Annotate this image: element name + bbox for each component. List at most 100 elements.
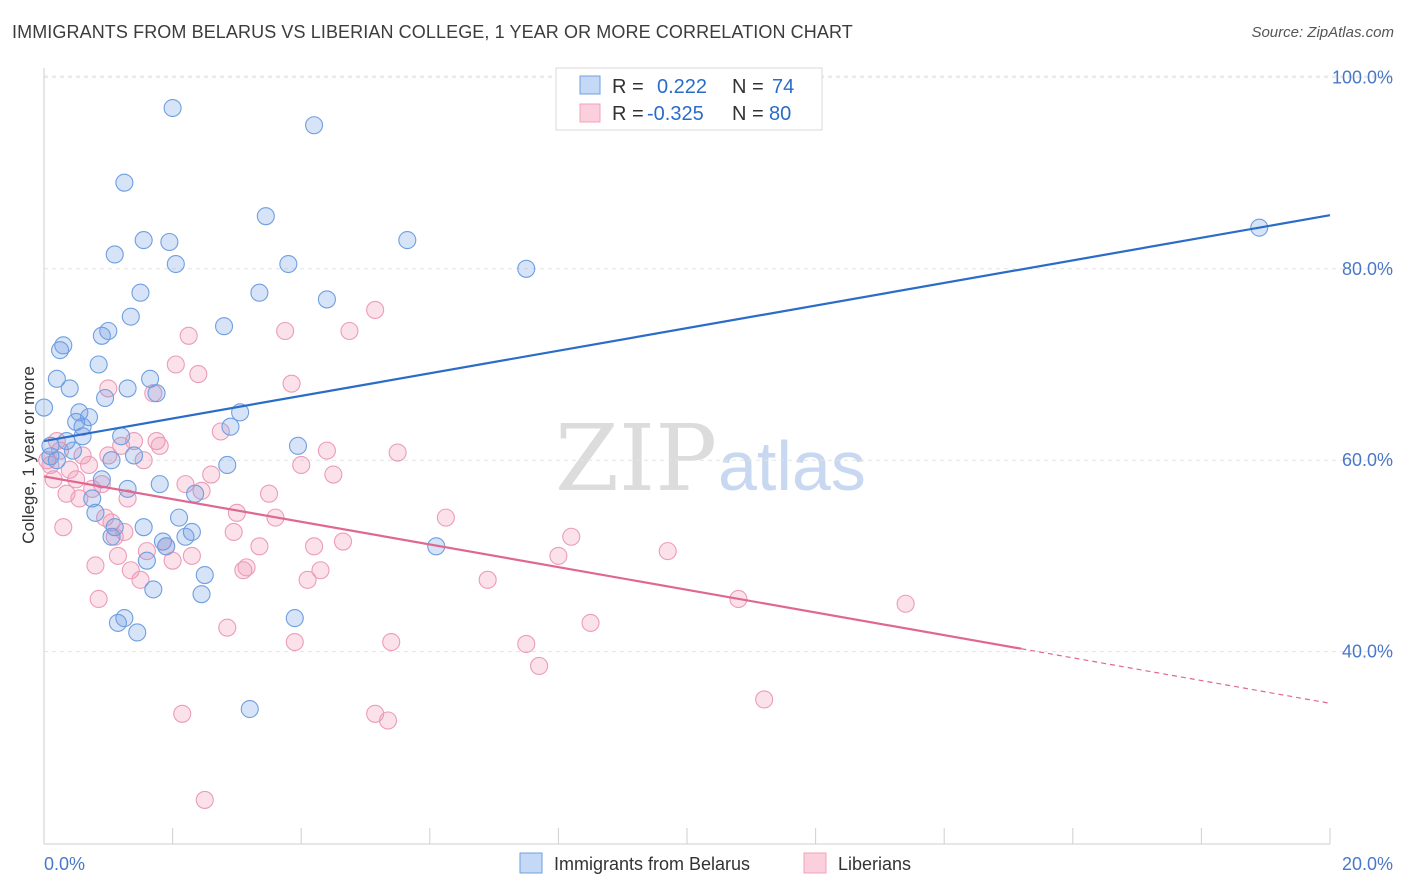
point-belarus bbox=[166, 254, 185, 274]
series-belarus-points bbox=[34, 98, 1269, 719]
point-belarus bbox=[60, 379, 79, 398]
point-liberians bbox=[60, 460, 79, 479]
point-liberians bbox=[227, 503, 246, 522]
point-liberians bbox=[896, 594, 915, 613]
point-belarus bbox=[144, 580, 163, 599]
point-belarus bbox=[256, 207, 275, 226]
legend-label-belarus: Immigrants from Belarus bbox=[554, 854, 750, 874]
trendlines bbox=[43, 214, 1331, 704]
point-liberians bbox=[478, 570, 497, 589]
point-liberians bbox=[333, 532, 353, 551]
y-tick-labels: 40.0% 60.0% 80.0% 100.0% bbox=[1332, 67, 1393, 661]
point-belarus bbox=[99, 321, 118, 341]
point-liberians bbox=[298, 570, 317, 589]
point-liberians bbox=[285, 632, 304, 652]
point-belarus bbox=[105, 245, 124, 264]
point-belarus bbox=[157, 537, 176, 556]
point-liberians bbox=[173, 704, 192, 723]
watermark-zip: ZIP bbox=[555, 405, 717, 512]
point-belarus bbox=[250, 283, 269, 302]
point-belarus bbox=[118, 379, 137, 398]
point-belarus bbox=[517, 259, 536, 278]
point-liberians bbox=[86, 556, 105, 575]
point-belarus bbox=[105, 518, 124, 537]
point-belarus bbox=[63, 441, 82, 460]
y-tick-label: 80.0% bbox=[1342, 259, 1393, 279]
point-liberians bbox=[517, 634, 536, 653]
point-belarus bbox=[186, 484, 205, 503]
point-belarus bbox=[115, 173, 134, 192]
axes bbox=[43, 68, 1331, 845]
source-credit: Source: ZipAtlas.com bbox=[1251, 24, 1394, 41]
point-belarus bbox=[34, 398, 54, 417]
point-belarus bbox=[131, 283, 150, 302]
trendline-liberians-extension bbox=[1021, 648, 1331, 704]
stats-n-value-belarus: 74 bbox=[772, 76, 794, 98]
point-liberians bbox=[292, 455, 311, 475]
point-liberians bbox=[179, 326, 198, 345]
point-belarus bbox=[214, 317, 234, 336]
point-liberians bbox=[388, 443, 407, 462]
point-liberians bbox=[54, 518, 73, 537]
point-liberians bbox=[366, 300, 385, 320]
point-liberians bbox=[237, 558, 256, 577]
point-belarus bbox=[195, 565, 214, 585]
series-liberians-points bbox=[38, 300, 915, 809]
point-liberians bbox=[755, 690, 774, 709]
point-belarus bbox=[128, 623, 147, 642]
y-tick-label: 100.0% bbox=[1332, 67, 1393, 87]
trendline-belarus bbox=[43, 214, 1331, 443]
point-belarus bbox=[121, 307, 140, 326]
point-liberians bbox=[131, 570, 150, 589]
point-belarus bbox=[83, 489, 102, 508]
point-belarus bbox=[305, 116, 324, 135]
point-liberians bbox=[150, 436, 169, 455]
point-belarus bbox=[182, 522, 201, 542]
point-liberians bbox=[234, 561, 253, 580]
point-belarus bbox=[102, 527, 121, 546]
point-liberians bbox=[324, 465, 343, 484]
point-belarus bbox=[240, 699, 259, 719]
point-liberians bbox=[378, 711, 398, 730]
point-liberians bbox=[311, 561, 330, 580]
point-liberians bbox=[70, 489, 89, 508]
point-belarus bbox=[279, 254, 298, 274]
point-liberians bbox=[99, 446, 118, 465]
point-liberians bbox=[224, 522, 243, 542]
y-tick-label: 60.0% bbox=[1342, 450, 1393, 470]
point-liberians bbox=[189, 365, 208, 384]
point-belarus bbox=[118, 479, 137, 498]
legend-swatch-liberians bbox=[803, 852, 827, 874]
point-liberians bbox=[259, 484, 279, 503]
y-axis-label: College, 1 year or more bbox=[19, 366, 38, 544]
point-liberians bbox=[202, 465, 221, 484]
point-belarus bbox=[112, 427, 131, 446]
point-liberians bbox=[79, 455, 99, 475]
point-belarus bbox=[86, 503, 105, 522]
point-liberians bbox=[195, 790, 214, 809]
point-belarus bbox=[192, 585, 211, 604]
point-liberians bbox=[99, 379, 118, 398]
point-liberians bbox=[166, 355, 185, 374]
point-belarus bbox=[134, 518, 153, 537]
point-belarus bbox=[317, 290, 336, 309]
point-liberians bbox=[305, 537, 324, 556]
point-belarus bbox=[54, 336, 73, 355]
point-liberians bbox=[211, 422, 230, 441]
point-liberians bbox=[250, 537, 269, 556]
point-belarus bbox=[153, 532, 173, 551]
point-belarus bbox=[79, 408, 99, 427]
point-liberians bbox=[51, 441, 70, 460]
point-belarus bbox=[92, 470, 111, 489]
point-liberians bbox=[147, 432, 166, 451]
point-belarus bbox=[163, 98, 182, 118]
point-belarus bbox=[221, 417, 240, 436]
point-belarus bbox=[169, 508, 189, 527]
stats-n-label-belarus: N = bbox=[732, 76, 764, 98]
point-belarus bbox=[70, 403, 89, 422]
point-liberians bbox=[276, 321, 295, 341]
x-tick-label: 20.0% bbox=[1342, 854, 1393, 874]
x-tick-labels: 0.0% 20.0% bbox=[44, 854, 1393, 874]
point-belarus bbox=[134, 231, 153, 250]
point-liberians bbox=[436, 508, 455, 527]
